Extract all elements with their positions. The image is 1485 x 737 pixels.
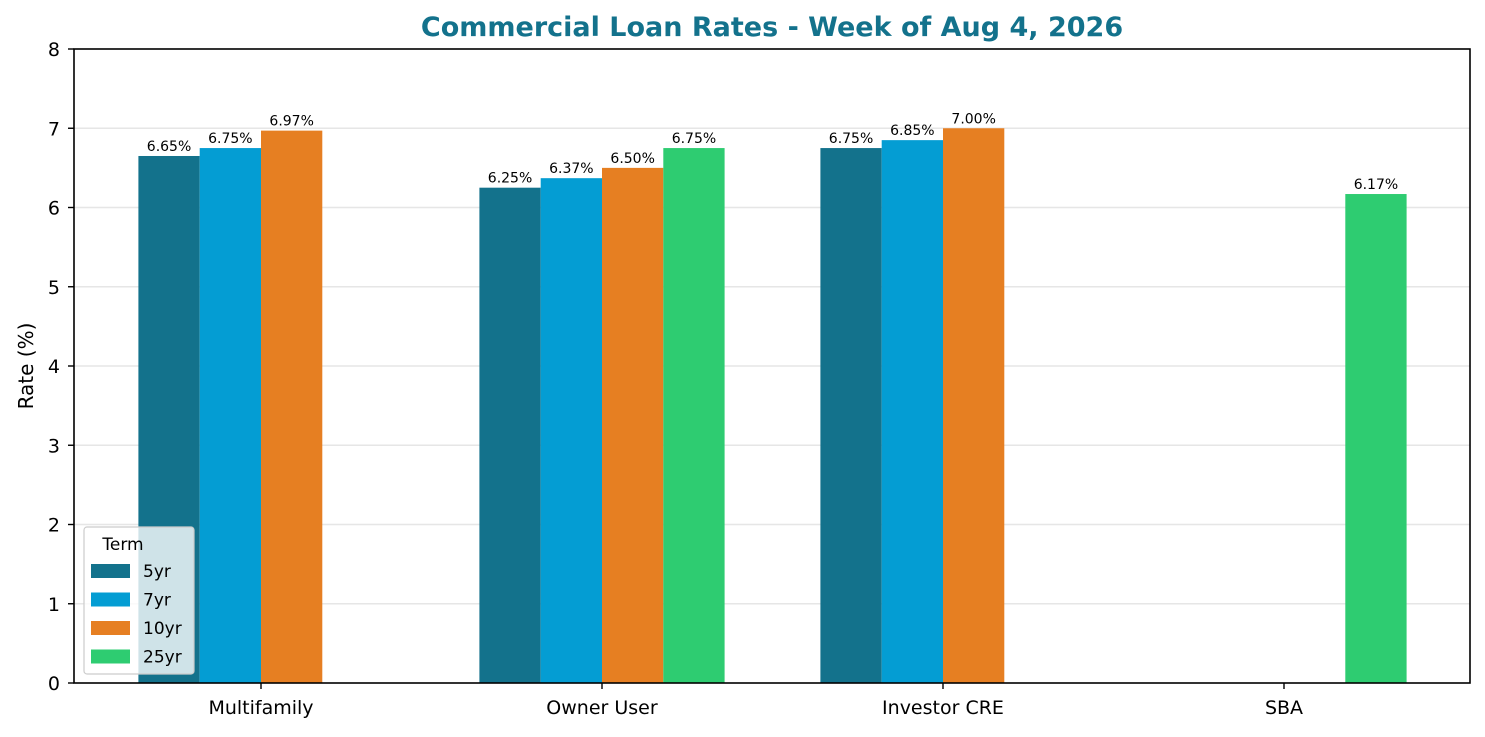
bar-7yr-owner-user xyxy=(540,178,602,684)
legend-box xyxy=(83,526,195,675)
bar-value-label: 6.75% xyxy=(672,131,716,147)
bar-25yr-sba xyxy=(1345,194,1407,683)
bar-value-label: 6.25% xyxy=(488,171,532,187)
bar-10yr-investor-cre xyxy=(943,128,1005,683)
bar-value-label: 6.75% xyxy=(829,131,873,147)
plot-frame xyxy=(73,48,1471,684)
bar-10yr-owner-user xyxy=(602,167,664,683)
y-tick-label: 0 xyxy=(48,673,60,695)
y-axis-ticks: 0 1 2 3 4 5 6 7 8 xyxy=(48,39,74,695)
bar-value-label: 6.50% xyxy=(610,151,654,167)
bar-7yr-investor-cre xyxy=(881,140,943,683)
bar-5yr-owner-user xyxy=(479,187,541,683)
legend-label: 10yr xyxy=(143,619,182,639)
legend-label: 7yr xyxy=(143,591,171,611)
bar-value-label: 6.75% xyxy=(208,131,252,147)
bar-value-label: 6.37% xyxy=(549,161,593,177)
legend-swatch-5yr xyxy=(91,564,130,578)
bar-7yr-multifamily xyxy=(199,148,261,683)
legend-label: 5yr xyxy=(143,562,171,582)
bar-value-label: 6.85% xyxy=(890,123,934,139)
y-tick-label: 5 xyxy=(48,277,60,299)
legend-swatch-10yr xyxy=(91,621,130,635)
y-tick-label: 7 xyxy=(48,118,60,140)
x-tick-label: Investor CRE xyxy=(882,697,1004,719)
value-labels: 6.65% 6.75% 6.97% 6.25% 6.37% 6.50% 6.75% 6.75%… xyxy=(147,111,1398,193)
y-tick-label: 2 xyxy=(48,515,60,537)
bar-25yr-owner-user xyxy=(663,148,725,683)
bars xyxy=(138,128,1407,684)
x-axis-ticks: Multifamily Owner User Investor CRE SBA xyxy=(208,683,1303,719)
x-tick-label: Owner User xyxy=(546,697,658,719)
bar-value-label: 6.65% xyxy=(147,139,191,155)
x-tick-label: Multifamily xyxy=(208,697,313,719)
legend-label: 25yr xyxy=(143,648,182,668)
bar-value-label: 7.00% xyxy=(951,111,995,127)
y-tick-label: 4 xyxy=(48,356,60,378)
y-tick-label: 1 xyxy=(48,594,60,616)
bar-value-label: 6.97% xyxy=(269,114,313,130)
y-tick-label: 6 xyxy=(48,198,60,220)
legend-title: Term xyxy=(101,535,143,555)
chart-title: Commercial Loan Rates - Week of Aug 4, 2… xyxy=(421,12,1123,43)
bar-value-label: 6.17% xyxy=(1354,177,1398,193)
y-axis-label: Rate (%) xyxy=(14,323,38,410)
legend-swatch-7yr xyxy=(91,592,130,607)
bar-10yr-multifamily xyxy=(261,130,323,683)
legend-swatch-25yr xyxy=(91,649,130,664)
y-tick-label: 3 xyxy=(48,435,60,457)
x-tick-label: SBA xyxy=(1265,697,1303,719)
y-tick-label: 8 xyxy=(48,39,60,61)
bar-5yr-investor-cre xyxy=(820,148,882,683)
